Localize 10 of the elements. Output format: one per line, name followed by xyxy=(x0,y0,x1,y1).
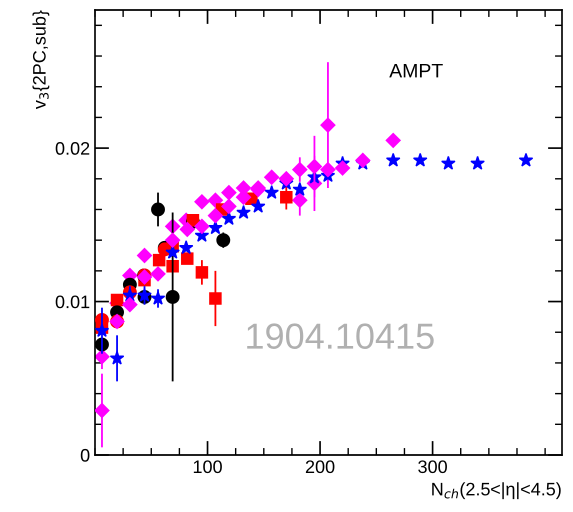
x-tick-label: 300 xyxy=(418,460,447,474)
y-tick-label: 0 xyxy=(80,448,90,462)
x-tick-label: 100 xyxy=(194,460,222,474)
y-tick-label: 0.01 xyxy=(56,295,90,308)
y-axis-title: v$_{3}${2PC,sub} xyxy=(32,10,50,110)
annotation: AMPT xyxy=(389,64,443,78)
x-tick-label: 200 xyxy=(306,460,334,474)
y-tick-label: 0.02 xyxy=(56,142,90,155)
annotation: 1904.10415 xyxy=(247,323,434,349)
x-axis-title: N$_{ch}$(2.5<|η|<4.5) xyxy=(432,482,561,500)
